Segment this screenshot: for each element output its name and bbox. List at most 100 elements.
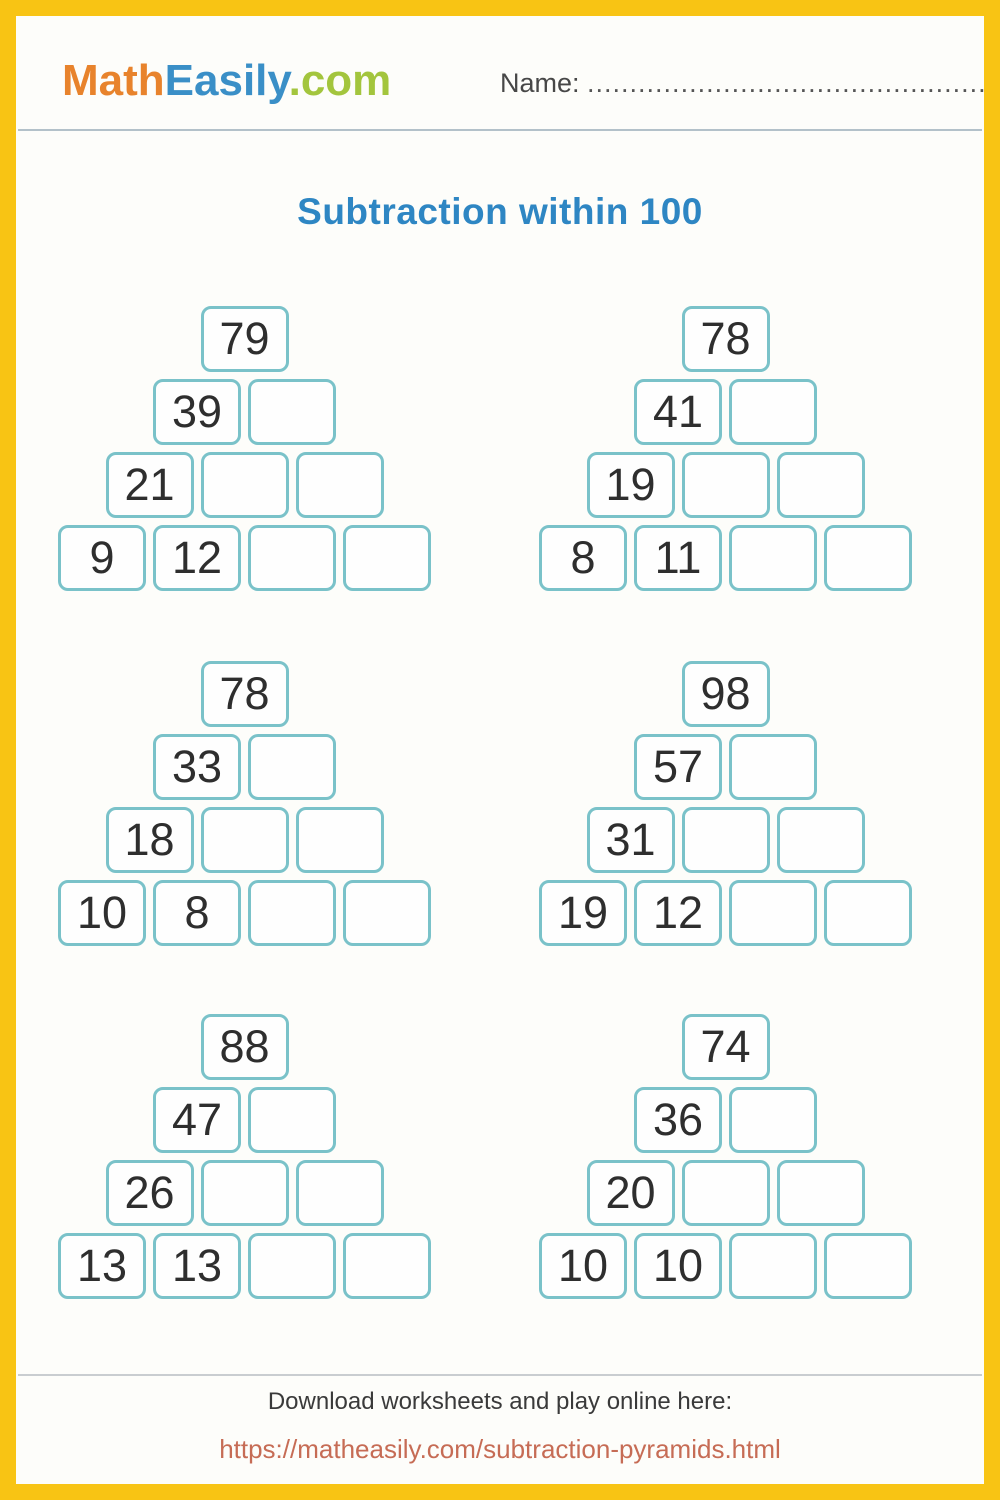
pyramid-cell: 74 bbox=[681, 1014, 770, 1080]
answer-cell bbox=[200, 807, 289, 873]
pyramid-row: 8 11 bbox=[539, 525, 912, 591]
pyramid-1: 79 39 21 9 12 bbox=[58, 306, 431, 591]
answer-cell bbox=[729, 1233, 817, 1299]
site-logo: MathEasily.com bbox=[62, 56, 391, 106]
pyramid-row: 98 bbox=[681, 661, 770, 727]
pyramid-cell: 9 bbox=[58, 525, 146, 591]
answer-cell bbox=[729, 525, 817, 591]
answer-cell bbox=[248, 880, 336, 946]
pyramid-cell: 41 bbox=[634, 379, 722, 445]
logo-easily: Easily bbox=[164, 56, 289, 105]
pyramid-row: 26 bbox=[105, 1160, 384, 1226]
answer-cell bbox=[681, 452, 770, 518]
name-write-line: ........................................… bbox=[587, 68, 996, 98]
pyramid-3: 78 33 18 10 8 bbox=[58, 661, 431, 946]
pyramid-6: 74 36 20 10 10 bbox=[539, 1014, 912, 1299]
pyramid-row: 36 bbox=[634, 1087, 817, 1153]
pyramid-cell: 21 bbox=[105, 452, 194, 518]
answer-cell bbox=[343, 880, 431, 946]
answer-cell bbox=[295, 452, 384, 518]
name-field: Name: ..................................… bbox=[500, 68, 996, 99]
answer-cell bbox=[200, 1160, 289, 1226]
footer-caption: Download worksheets and play online here… bbox=[267, 1388, 733, 1415]
pyramid-row: 10 10 bbox=[539, 1233, 912, 1299]
pyramid-cell: 10 bbox=[634, 1233, 722, 1299]
pyramid-cell: 12 bbox=[153, 525, 241, 591]
answer-cell bbox=[776, 1160, 865, 1226]
pyramid-row: 74 bbox=[681, 1014, 770, 1080]
pyramid-cell: 98 bbox=[681, 661, 770, 727]
pyramid-row: 18 bbox=[105, 807, 384, 873]
pyramid-row: 21 bbox=[105, 452, 384, 518]
name-label: Name: bbox=[500, 68, 580, 98]
pyramid-row: 31 bbox=[586, 807, 865, 873]
answer-cell bbox=[729, 734, 817, 800]
pyramid-cell: 10 bbox=[58, 880, 146, 946]
pyramid-cell: 26 bbox=[105, 1160, 194, 1226]
answer-cell bbox=[248, 1233, 336, 1299]
answer-cell bbox=[248, 734, 336, 800]
pyramid-cell: 18 bbox=[105, 807, 194, 873]
answer-cell bbox=[248, 1087, 336, 1153]
answer-cell bbox=[343, 1233, 431, 1299]
pyramid-cell: 20 bbox=[586, 1160, 675, 1226]
pyramid-cell: 88 bbox=[200, 1014, 289, 1080]
pyramid-row: 33 bbox=[153, 734, 336, 800]
pyramid-cell: 39 bbox=[153, 379, 241, 445]
footer-url-link[interactable]: https://matheasily.com/subtraction-pyram… bbox=[219, 1434, 781, 1464]
logo-math: Math bbox=[62, 56, 165, 105]
pyramid-row: 57 bbox=[634, 734, 817, 800]
pyramid-row: 78 bbox=[200, 661, 289, 727]
answer-cell bbox=[824, 880, 912, 946]
pyramid-row: 20 bbox=[586, 1160, 865, 1226]
answer-cell bbox=[248, 525, 336, 591]
footer-divider bbox=[18, 1374, 982, 1376]
pyramid-cell: 13 bbox=[153, 1233, 241, 1299]
pyramid-row: 41 bbox=[634, 379, 817, 445]
answer-cell bbox=[343, 525, 431, 591]
pyramid-4: 98 57 31 19 12 bbox=[539, 661, 912, 946]
page-title: Subtraction within 100 bbox=[297, 191, 703, 232]
pyramid-cell: 36 bbox=[634, 1087, 722, 1153]
answer-cell bbox=[729, 1087, 817, 1153]
answer-cell bbox=[776, 807, 865, 873]
pyramid-cell: 78 bbox=[200, 661, 289, 727]
answer-cell bbox=[729, 880, 817, 946]
answer-cell bbox=[776, 452, 865, 518]
pyramid-cell: 78 bbox=[681, 306, 770, 372]
pyramid-row: 19 12 bbox=[539, 880, 912, 946]
answer-cell bbox=[729, 379, 817, 445]
answer-cell bbox=[824, 525, 912, 591]
pyramid-cell: 31 bbox=[586, 807, 675, 873]
pyramid-cell: 13 bbox=[58, 1233, 146, 1299]
pyramid-2: 78 41 19 8 11 bbox=[539, 306, 912, 591]
pyramid-row: 10 8 bbox=[58, 880, 431, 946]
answer-cell bbox=[681, 807, 770, 873]
pyramid-row: 13 13 bbox=[58, 1233, 431, 1299]
pyramid-row: 9 12 bbox=[58, 525, 431, 591]
pyramid-cell: 33 bbox=[153, 734, 241, 800]
answer-cell bbox=[248, 379, 336, 445]
pyramid-cell: 8 bbox=[539, 525, 627, 591]
pyramid-cell: 19 bbox=[539, 880, 627, 946]
answer-cell bbox=[200, 452, 289, 518]
pyramid-cell: 47 bbox=[153, 1087, 241, 1153]
answer-cell bbox=[295, 807, 384, 873]
answer-cell bbox=[681, 1160, 770, 1226]
pyramid-cell: 10 bbox=[539, 1233, 627, 1299]
pyramid-row: 47 bbox=[153, 1087, 336, 1153]
pyramid-cell: 8 bbox=[153, 880, 241, 946]
pyramid-cell: 19 bbox=[586, 452, 675, 518]
pyramid-cell: 79 bbox=[200, 306, 289, 372]
header-divider bbox=[18, 129, 982, 131]
pyramid-row: 78 bbox=[681, 306, 770, 372]
answer-cell bbox=[824, 1233, 912, 1299]
pyramid-cell: 57 bbox=[634, 734, 722, 800]
logo-com: .com bbox=[288, 56, 392, 105]
pyramid-row: 19 bbox=[586, 452, 865, 518]
pyramid-row: 39 bbox=[153, 379, 336, 445]
pyramid-cell: 12 bbox=[634, 880, 722, 946]
pyramid-row: 79 bbox=[200, 306, 289, 372]
pyramid-cell: 11 bbox=[634, 525, 722, 591]
